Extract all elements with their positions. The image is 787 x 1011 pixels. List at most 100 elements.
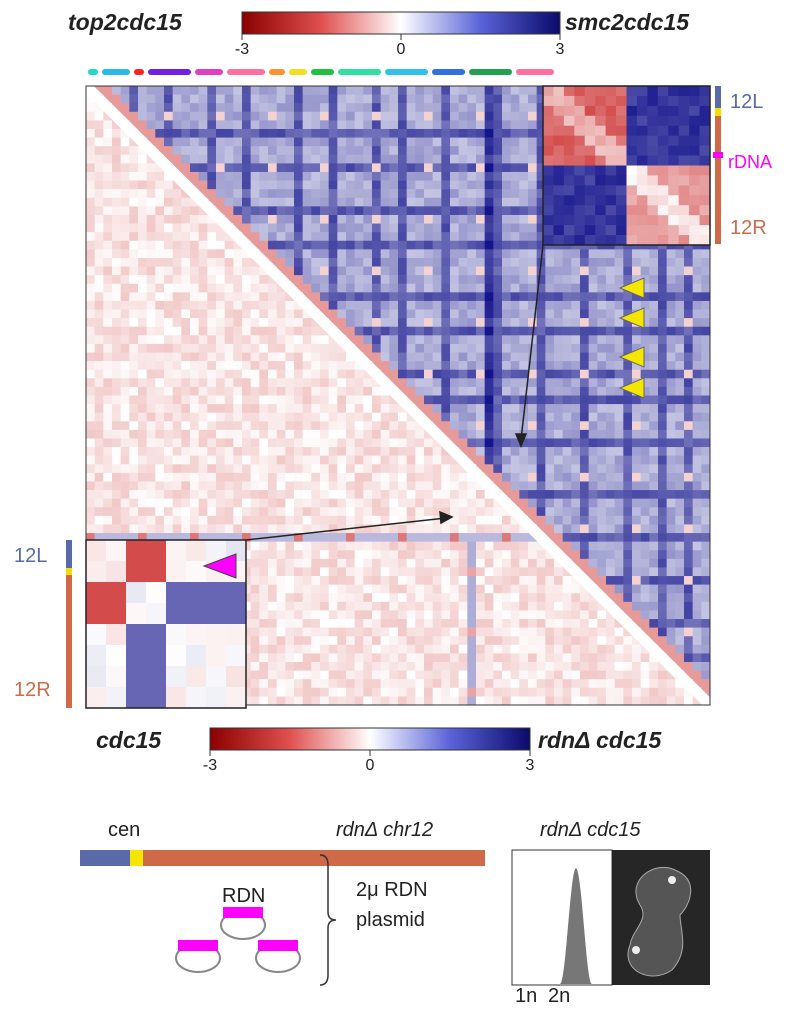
heatmap-cell	[597, 576, 606, 585]
heatmap-cell	[355, 628, 364, 637]
heatmap-cell	[112, 447, 121, 456]
heatmap-cell	[571, 447, 580, 456]
heatmap-cell	[95, 370, 104, 379]
heatmap-cell	[207, 430, 216, 439]
heatmap-cell	[138, 370, 147, 379]
heatmap-cell	[701, 370, 710, 379]
heatmap-cell	[684, 533, 693, 542]
heatmap-cell	[467, 129, 476, 138]
heatmap-cell	[121, 275, 130, 284]
heatmap-cell	[103, 318, 112, 327]
heatmap-cell	[563, 610, 572, 619]
heatmap-cell	[415, 163, 424, 172]
heatmap-cell	[138, 413, 147, 422]
heatmap-cell	[441, 292, 450, 301]
heatmap-cell	[441, 628, 450, 637]
heatmap-cell	[346, 550, 355, 559]
heatmap-cell	[693, 619, 702, 628]
heatmap-cell	[632, 447, 641, 456]
heatmap-cell	[450, 421, 459, 430]
heatmap-cell	[95, 456, 104, 465]
heatmap-cell	[86, 172, 95, 181]
heatmap-cell	[320, 542, 329, 551]
heatmap-cell	[459, 593, 468, 602]
heatmap-cell	[337, 438, 346, 447]
heatmap-cell	[329, 146, 338, 155]
heatmap-cell	[303, 662, 312, 671]
heatmap-cell	[381, 567, 390, 576]
heatmap-cell	[207, 447, 216, 456]
heatmap-cell	[129, 198, 138, 207]
heatmap-cell	[372, 146, 381, 155]
heatmap-cell	[407, 602, 416, 611]
heatmap-cell	[277, 610, 286, 619]
heatmap-cell	[493, 224, 502, 233]
heatmap-cell	[86, 447, 95, 456]
heatmap-cell	[268, 103, 277, 112]
heatmap-cell	[502, 430, 511, 439]
heatmap-cell	[667, 464, 676, 473]
heatmap-cell	[701, 516, 710, 525]
heatmap-cell	[519, 636, 528, 645]
heatmap-cell	[545, 267, 554, 276]
heatmap-cell	[459, 172, 468, 181]
heatmap-cell	[372, 163, 381, 172]
heatmap-cell	[242, 473, 251, 482]
heatmap-cell	[684, 636, 693, 645]
heatmap-cell	[86, 146, 95, 155]
heatmap-cell	[649, 335, 658, 344]
heatmap-cell	[589, 353, 598, 362]
heatmap-cell	[675, 481, 684, 490]
heatmap-cell	[493, 602, 502, 611]
heatmap-cell	[285, 86, 294, 95]
heatmap-cell	[658, 567, 667, 576]
heatmap-cell	[233, 507, 242, 516]
heatmap-cell	[381, 241, 390, 250]
heatmap-cell	[467, 327, 476, 336]
heatmap-cell	[112, 163, 121, 172]
heatmap-cell	[363, 585, 372, 594]
heatmap-cell	[251, 163, 260, 172]
heatmap-cell	[112, 301, 121, 310]
heatmap-cell	[398, 95, 407, 104]
heatmap-cell	[251, 215, 260, 224]
heatmap-cell	[268, 120, 277, 129]
heatmap-cell	[355, 172, 364, 181]
heatmap-cell	[398, 576, 407, 585]
heatmap-cell	[225, 507, 234, 516]
heatmap-cell	[129, 232, 138, 241]
heatmap-cell	[684, 249, 693, 258]
heatmap-cell	[441, 370, 450, 379]
heatmap-cell	[433, 267, 442, 276]
heatmap-cell	[554, 361, 563, 370]
heatmap-cell	[294, 189, 303, 198]
heatmap-cell	[86, 267, 95, 276]
heatmap-cell	[545, 396, 554, 405]
heatmap-cell	[355, 542, 364, 551]
heatmap-cell	[95, 275, 104, 284]
heatmap-cell	[528, 662, 537, 671]
heatmap-cell	[242, 86, 251, 95]
heatmap-cell	[485, 129, 494, 138]
heatmap-cell	[363, 155, 372, 164]
heatmap-cell	[467, 533, 476, 542]
heatmap-cell	[493, 301, 502, 310]
heatmap-cell	[450, 645, 459, 654]
heatmap-cell	[190, 499, 199, 508]
heatmap-cell	[563, 516, 572, 525]
heatmap-cell	[103, 258, 112, 267]
heatmap-cell	[459, 516, 468, 525]
heatmap-cell	[545, 576, 554, 585]
heatmap-cell	[233, 284, 242, 293]
heatmap-cell	[259, 112, 268, 121]
heatmap-cell	[597, 524, 606, 533]
heatmap-cell	[129, 447, 138, 456]
heatmap-cell	[251, 610, 260, 619]
heatmap-cell	[528, 610, 537, 619]
heatmap-cell	[277, 146, 286, 155]
heatmap-cell	[433, 550, 442, 559]
heatmap-cell	[476, 224, 485, 233]
heatmap-cell	[389, 421, 398, 430]
heatmap-cell	[589, 628, 598, 637]
heatmap-cell	[86, 524, 95, 533]
